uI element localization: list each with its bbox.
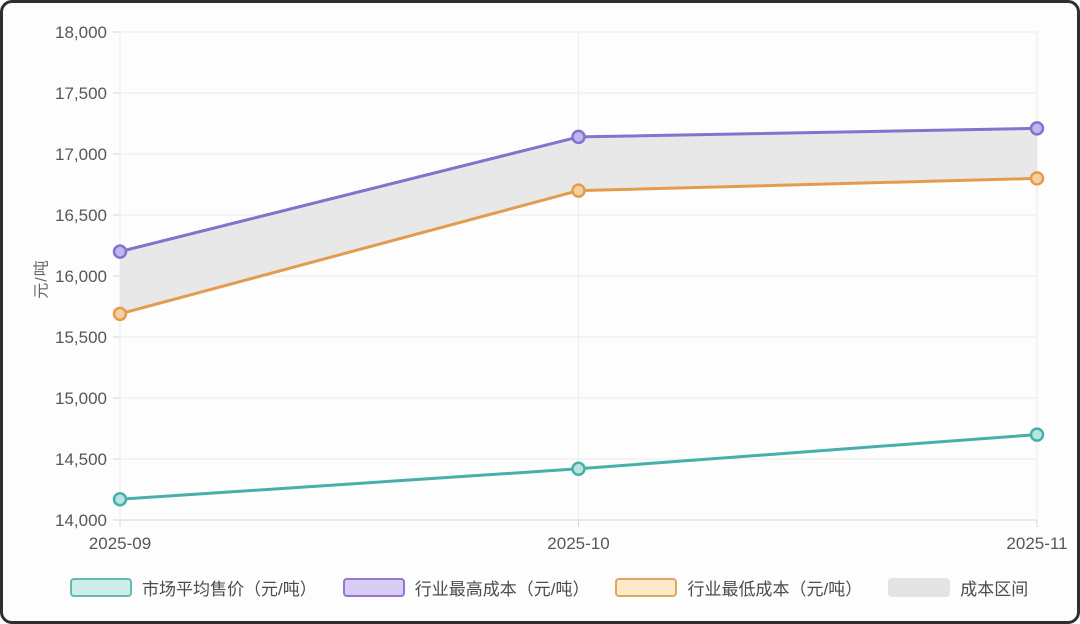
legend-swatch-icon [615, 577, 678, 597]
y-tick-label: 16,500 [55, 206, 107, 225]
y-tick-label: 15,500 [55, 328, 107, 347]
legend-swatch-icon [342, 577, 405, 597]
series-2-point-1 [571, 183, 586, 198]
series-0-point-0 [112, 492, 128, 507]
y-tick-label: 17,000 [55, 145, 107, 164]
x-tick-label: 2025-10 [547, 534, 609, 553]
cost-trend-chart: 元/吨 14,000 14,500 15,000 15,500 16,000 16,500… [6, 6, 1074, 618]
y-tick-label: 17,500 [55, 84, 107, 103]
chart-canvas: 14,000 14,500 15,000 15,500 16,000 16,500 17,0… [55, 23, 1068, 553]
legend-item-0[interactable]: 市场平均售价（元/吨） [70, 575, 317, 600]
series-0-point-1 [571, 461, 586, 477]
y-tick-label: 15,000 [55, 389, 107, 408]
series-1-point-2 [1029, 121, 1045, 136]
x-tick-label: 2025-11 [1006, 534, 1067, 553]
legend-item-3[interactable]: 成本区间 [888, 575, 1028, 600]
chart-legend: 市场平均售价（元/吨） 行业最高成本（元/吨） 行业最低成本（元/吨） 成本区间 [70, 572, 1028, 602]
legend-label: 行业最低成本（元/吨） [687, 579, 863, 599]
series-0-point-2 [1029, 427, 1045, 442]
series-2-point-0 [112, 306, 128, 322]
x-tick-label: 2025-09 [89, 534, 151, 553]
legend-label: 行业最高成本（元/吨） [414, 579, 590, 599]
y-tick-label: 16,000 [55, 267, 107, 286]
y-tick-label: 14,500 [55, 450, 107, 469]
series-2-point-2 [1029, 171, 1045, 186]
y-tick-label: 18,000 [55, 23, 107, 42]
legend-label: 成本区间 [960, 579, 1029, 599]
legend-item-2[interactable]: 行业最低成本（元/吨） [615, 575, 862, 600]
legend-item-1[interactable]: 行业最高成本（元/吨） [342, 575, 590, 600]
series-1-point-0 [112, 244, 128, 259]
legend-label: 市场平均售价（元/吨） [142, 579, 317, 599]
legend-swatch-icon [70, 577, 132, 597]
cost-band-area [120, 128, 1037, 314]
y-tick-label: 14,000 [55, 511, 107, 530]
y-axis-title: 元/吨 [33, 259, 51, 299]
series-1-point-1 [571, 129, 586, 145]
legend-swatch-icon [888, 577, 951, 597]
